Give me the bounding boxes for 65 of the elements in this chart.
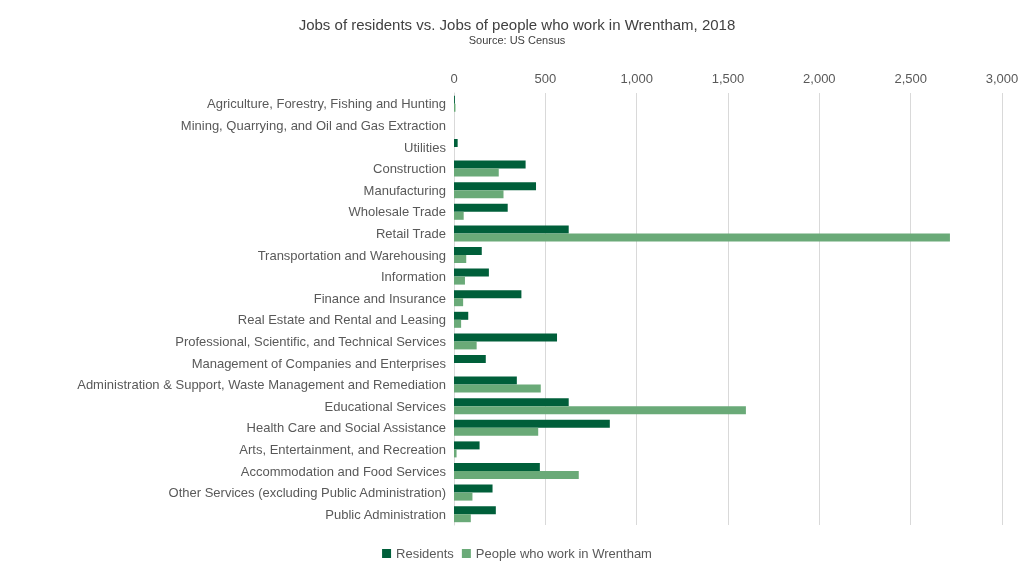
bar bbox=[454, 276, 465, 285]
bar bbox=[454, 441, 480, 450]
y-tick-label: Other Services (excluding Public Administration) bbox=[168, 485, 446, 501]
y-tick-label: Management of Companies and Enterprises bbox=[191, 355, 447, 371]
chart-subtitle: Source: US Census bbox=[468, 33, 566, 46]
bar bbox=[454, 225, 569, 234]
bar bbox=[454, 427, 539, 436]
y-tick-label: Public Administration bbox=[325, 506, 446, 522]
legend-label: People who work in Wrentham bbox=[475, 546, 652, 561]
x-tick-label: 1,000 bbox=[620, 71, 653, 86]
chart-title: Jobs of residents vs. Jobs of people who work in Wrentham, 2018 bbox=[298, 16, 736, 33]
bar bbox=[454, 492, 473, 501]
bar bbox=[454, 290, 522, 299]
bar bbox=[454, 168, 499, 177]
y-tick-label: Manufacturing bbox=[363, 182, 446, 198]
bar bbox=[454, 233, 950, 242]
bar bbox=[454, 203, 508, 212]
x-tick-label: 2,500 bbox=[894, 71, 927, 86]
bar bbox=[454, 449, 457, 458]
bar bbox=[454, 471, 579, 479]
x-tick-label: 3,000 bbox=[985, 71, 1019, 86]
bar bbox=[454, 298, 464, 307]
bar bbox=[454, 514, 471, 523]
bar bbox=[454, 406, 746, 415]
bar bbox=[454, 190, 504, 199]
y-tick-label: Accommodation and Food Services bbox=[240, 463, 447, 479]
bar bbox=[454, 333, 558, 342]
bar bbox=[454, 268, 489, 277]
bar bbox=[454, 355, 486, 363]
bar bbox=[454, 384, 541, 393]
bar bbox=[454, 463, 540, 471]
y-tick-label: Retail Trade bbox=[375, 225, 446, 241]
x-tick-label: 2,000 bbox=[803, 71, 836, 86]
bar bbox=[454, 182, 537, 191]
y-tick-label: Health Care and Social Assistance bbox=[246, 420, 446, 436]
y-tick-label: Transportation and Warehousing bbox=[257, 247, 446, 263]
x-tick-label: 0 bbox=[450, 71, 458, 86]
y-tick-label: Real Estate and Rental and Leasing bbox=[237, 312, 446, 328]
y-tick-label: Agriculture, Forestry, Fishing and Hunting bbox=[207, 96, 446, 112]
x-tick-label: 1,500 bbox=[711, 71, 745, 86]
bar bbox=[454, 319, 462, 328]
y-tick-label: Construction bbox=[373, 161, 446, 177]
bar bbox=[454, 484, 493, 493]
y-tick-label: Administration & Support, Waste Management and Remediation bbox=[77, 377, 446, 393]
x-tick-label: 500 bbox=[534, 71, 557, 86]
y-tick-label: Wholesale Trade bbox=[348, 204, 446, 220]
bar bbox=[454, 311, 469, 320]
bar bbox=[454, 247, 482, 255]
y-tick-label: Finance and Insurance bbox=[313, 290, 446, 306]
bar bbox=[454, 398, 569, 407]
bar bbox=[454, 160, 526, 169]
y-tick-label: Educational Services bbox=[324, 398, 447, 414]
bar bbox=[454, 139, 458, 147]
y-tick-label: Information bbox=[380, 269, 446, 285]
bar bbox=[454, 341, 477, 350]
bar bbox=[454, 419, 610, 428]
bar bbox=[454, 376, 517, 385]
y-tick-label: Arts, Entertainment, and Recreation bbox=[239, 441, 446, 457]
y-tick-label: Utilities bbox=[404, 139, 447, 155]
bar bbox=[454, 506, 496, 515]
legend-label: Residents bbox=[396, 546, 455, 561]
bar bbox=[454, 255, 467, 263]
y-tick-label: Mining, Quarrying, and Oil and Gas Extraction bbox=[180, 117, 446, 133]
y-tick-label: Professional, Scientific, and Technical Services bbox=[175, 333, 447, 349]
bar bbox=[454, 211, 464, 220]
